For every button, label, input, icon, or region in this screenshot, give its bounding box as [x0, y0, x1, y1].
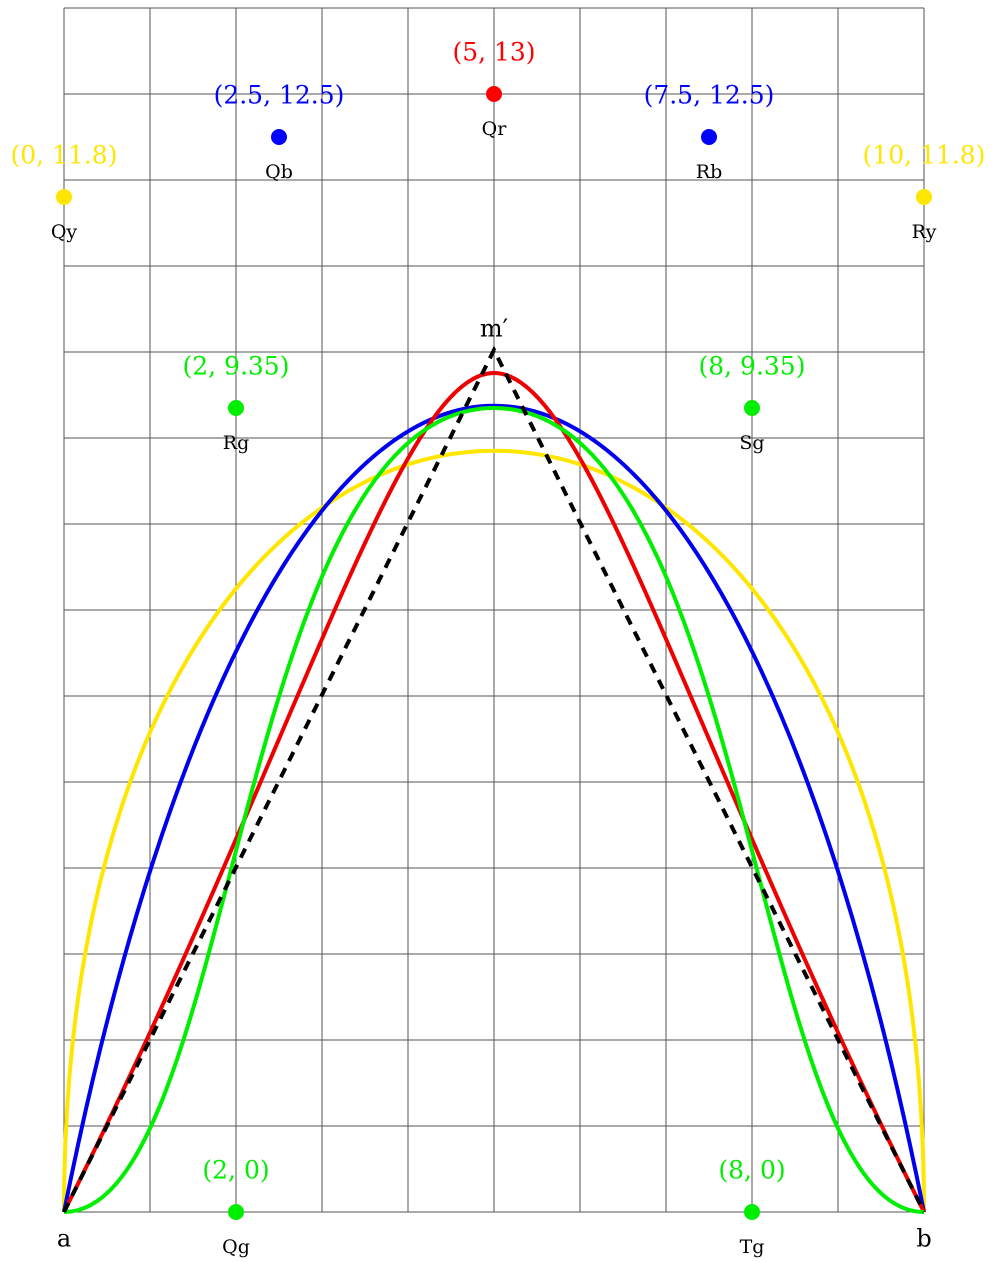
point — [271, 129, 287, 145]
coord-label: (2, 0) — [202, 1156, 269, 1185]
dashed-triangle — [62, 345, 926, 1213]
coord-label: (2.5, 12.5) — [214, 81, 345, 110]
vertex-a: a — [57, 1225, 71, 1253]
coord-label: (2, 9.35) — [183, 352, 290, 381]
vertex-b: b — [916, 1225, 931, 1253]
point — [486, 86, 502, 102]
grid — [63, 7, 925, 1213]
point — [744, 400, 760, 416]
point-name: Qb — [265, 161, 293, 183]
point — [228, 400, 244, 416]
vertex-apex: m′ — [480, 315, 508, 343]
point — [701, 129, 717, 145]
coord-label: (7.5, 12.5) — [644, 81, 775, 110]
yellow-curve — [62, 448, 926, 1213]
point-name: Rb — [696, 161, 722, 183]
coord-label: (8, 0) — [718, 1156, 785, 1185]
coord-label: (0, 11.8) — [11, 141, 118, 170]
point-name: Tg — [740, 1236, 765, 1258]
point-name: Qg — [222, 1236, 250, 1258]
point — [744, 1204, 760, 1220]
coord-label: (8, 9.35) — [699, 352, 806, 381]
point — [56, 189, 72, 205]
green-curve — [63, 405, 925, 1214]
point-name: Qr — [482, 118, 508, 140]
point-name: Sg — [739, 432, 764, 454]
point-name: Rg — [223, 432, 249, 454]
point-name: Qy — [51, 221, 78, 243]
red-curve — [62, 370, 926, 1213]
point-name: Ry — [912, 221, 937, 243]
coord-label: (10, 11.8) — [863, 141, 986, 170]
point — [916, 189, 932, 205]
point — [228, 1204, 244, 1220]
coord-label: (5, 13) — [452, 38, 535, 67]
blue-curve — [62, 403, 926, 1213]
